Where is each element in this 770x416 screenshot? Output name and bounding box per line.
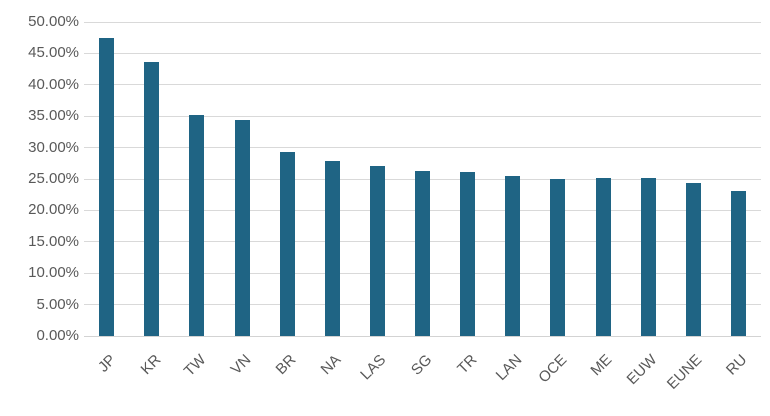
y-tick-label: 15.00% [28, 232, 79, 250]
bar-OCE [550, 179, 566, 336]
y-tick-label: 5.00% [36, 295, 79, 313]
y-tick-label: 20.00% [28, 201, 79, 219]
bar-KR [144, 62, 160, 336]
y-tick-label: 35.00% [28, 107, 79, 125]
bar-TR [460, 172, 476, 336]
bar-NA [324, 161, 340, 336]
y-tick-label: 50.00% [28, 13, 79, 30]
gridline [84, 21, 761, 23]
x-axis-line [84, 335, 761, 337]
bar-JP [99, 38, 115, 336]
bar-ME [595, 178, 611, 336]
gridline [84, 115, 761, 117]
gridline [84, 52, 761, 54]
bar-chart: 0.00% 5.00% 10.00% 15.00% 20.00% 25.00% 30.00%… [28, 13, 761, 393]
gridline [84, 147, 761, 149]
bar-EUW [640, 178, 656, 336]
bar-TW [189, 115, 205, 336]
y-tick-label: 10.00% [28, 264, 79, 282]
bar-VN [234, 120, 250, 336]
y-tick-label: 45.00% [28, 44, 79, 62]
bar-RU [730, 191, 746, 336]
bar-LAN [505, 176, 521, 336]
bar-EUNE [685, 183, 701, 336]
gridline [84, 84, 761, 86]
y-tick-label: 40.00% [28, 75, 79, 93]
bar-LAS [369, 166, 385, 336]
bar-SG [415, 171, 430, 336]
y-tick-label: 0.00% [36, 327, 79, 344]
y-tick-label: 25.00% [28, 170, 79, 187]
bar-BR [279, 152, 295, 336]
y-tick-label: 30.00% [28, 138, 79, 156]
